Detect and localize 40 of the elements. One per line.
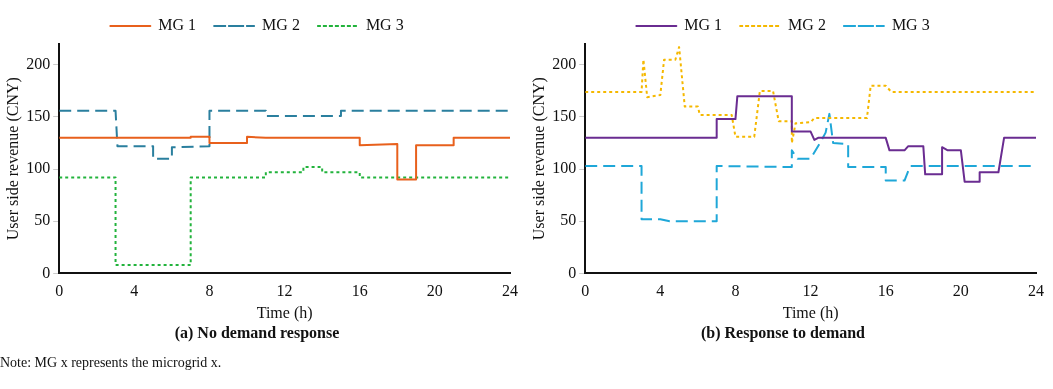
line-series bbox=[59, 109, 510, 160]
x-axis-title: Time (h) bbox=[256, 304, 313, 323]
line-series bbox=[59, 166, 510, 267]
y-axis-title: User side revenue (CNY) bbox=[3, 77, 22, 241]
line-series bbox=[585, 46, 1036, 145]
y-tick-label: 100 bbox=[26, 159, 51, 177]
y-tick-label: 0 bbox=[568, 263, 577, 281]
y-tick-label: 150 bbox=[26, 107, 51, 125]
legend-label: MG 2 bbox=[788, 16, 826, 34]
text: Note: MG x represents the microgrid x. bbox=[0, 355, 223, 371]
x-tick-label: 4 bbox=[130, 282, 139, 300]
legend-label: MG 2 bbox=[262, 16, 300, 34]
y-tick-label: 50 bbox=[34, 211, 51, 229]
x-axis-title: Time (h) bbox=[782, 304, 839, 323]
x-tick-label: 12 bbox=[802, 282, 819, 300]
x-tick-label: 16 bbox=[877, 282, 894, 300]
x-tick-label: 20 bbox=[952, 282, 969, 300]
x-tick-label: 8 bbox=[731, 282, 740, 300]
legend-label: MG 3 bbox=[891, 16, 930, 34]
legend-label: MG 1 bbox=[158, 16, 197, 34]
x-tick-label: 24 bbox=[502, 282, 518, 300]
x-tick-label: 8 bbox=[205, 282, 214, 300]
x-tick-label: 0 bbox=[581, 282, 590, 300]
text: (b) Response to demand bbox=[700, 323, 866, 342]
y-tick-label: 0 bbox=[42, 263, 51, 281]
x-tick-label: 16 bbox=[351, 282, 368, 300]
y-tick-label: 50 bbox=[560, 211, 577, 229]
y-tick-label: 200 bbox=[26, 55, 51, 73]
y-axis-title: User side revenue (CNY) bbox=[529, 77, 548, 241]
text: (a) No demand response bbox=[174, 323, 340, 342]
x-tick-label: 24 bbox=[1028, 282, 1044, 300]
x-tick-label: 0 bbox=[55, 282, 64, 300]
y-tick-label: 200 bbox=[552, 55, 577, 73]
x-tick-label: 12 bbox=[276, 282, 293, 300]
legend-label: MG 1 bbox=[684, 16, 723, 34]
y-tick-label: 100 bbox=[552, 159, 577, 177]
legend-label: MG 3 bbox=[365, 16, 404, 34]
x-tick-label: 4 bbox=[656, 282, 665, 300]
y-tick-label: 150 bbox=[552, 107, 577, 125]
x-tick-label: 20 bbox=[426, 282, 443, 300]
